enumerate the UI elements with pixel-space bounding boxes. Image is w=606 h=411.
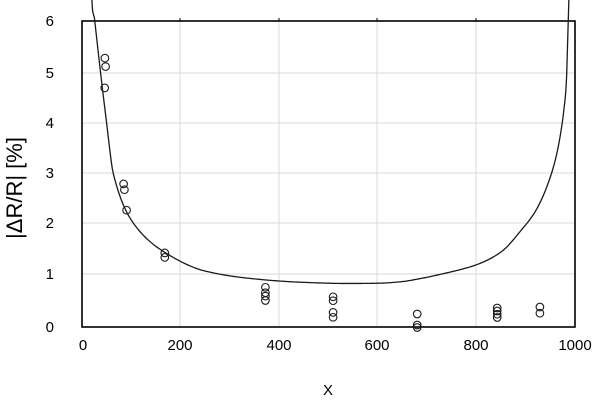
svg-text:|ΔR/R| [%]: |ΔR/R| [%] [2,137,27,239]
